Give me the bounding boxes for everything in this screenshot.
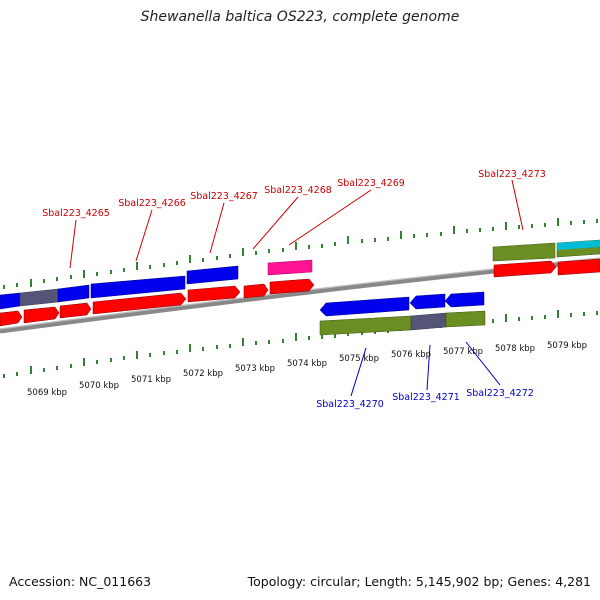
gene-block[interactable] <box>557 240 600 250</box>
cds-arrow[interactable] <box>269 278 315 295</box>
scale-label: 5075 kbp <box>339 354 379 364</box>
top-strand-cds <box>0 258 600 327</box>
gene-label[interactable]: Sbal223_4269 <box>337 178 405 189</box>
gene-block[interactable] <box>19 288 59 307</box>
scale-label: 5069 kbp <box>27 388 67 398</box>
gene-block[interactable] <box>445 310 486 328</box>
cds-arrow[interactable] <box>187 285 241 303</box>
scale-label: 5078 kbp <box>495 344 535 354</box>
gene-block[interactable] <box>90 275 186 299</box>
gene-label[interactable]: Sbal223_4272 <box>466 388 534 399</box>
scale-labels: 5069 kbp 5070 kbp 5071 kbp 5072 kbp 5073… <box>27 341 587 398</box>
gene-label[interactable]: Sbal223_4265 <box>42 208 110 219</box>
gene-block[interactable] <box>492 242 556 262</box>
gene-arrow-reverse[interactable] <box>409 293 446 310</box>
scale-label: 5074 kbp <box>287 359 327 369</box>
gene-arrow-reverse[interactable] <box>319 296 410 317</box>
scale-label: 5071 kbp <box>131 375 171 385</box>
scale-label: 5073 kbp <box>235 364 275 374</box>
upper-tick-ring <box>3 218 598 289</box>
gene-label[interactable]: Sbal223_4266 <box>118 198 186 209</box>
gene-block[interactable] <box>186 265 239 285</box>
gene-arrow-reverse[interactable] <box>444 291 485 308</box>
gene-label[interactable]: Sbal223_4268 <box>264 185 332 196</box>
bottom-strand-genes <box>319 291 486 336</box>
cds-arrow[interactable] <box>92 292 187 315</box>
bottom-label-leaders <box>350 341 501 397</box>
scale-label: 5077 kbp <box>443 347 483 357</box>
cds-arrow[interactable] <box>557 258 600 276</box>
cds-arrow[interactable] <box>23 306 60 324</box>
gene-block[interactable] <box>0 292 21 310</box>
gene-label[interactable]: Sbal223_4267 <box>190 191 258 202</box>
gene-block[interactable] <box>319 315 412 336</box>
gene-block[interactable] <box>57 284 90 303</box>
gene-block[interactable] <box>267 259 313 276</box>
map-title: Shewanella baltica OS223, complete genom… <box>140 9 460 25</box>
cds-arrow[interactable] <box>0 310 23 327</box>
cds-arrow[interactable] <box>243 283 269 299</box>
scale-label: 5070 kbp <box>79 381 119 391</box>
cds-arrow[interactable] <box>493 260 557 278</box>
scale-label: 5072 kbp <box>183 369 223 379</box>
genome-summary: Topology: circular; Length: 5,145,902 bp… <box>247 574 591 589</box>
gene-block[interactable] <box>410 312 447 331</box>
scale-label: 5079 kbp <box>547 341 587 351</box>
accession-label: Accession: NC_011663 <box>9 574 152 589</box>
top-label-leaders <box>69 179 524 269</box>
gene-label[interactable]: Sbal223_4271 <box>392 392 460 403</box>
top-labels: Sbal223_4265 Sbal223_4266 Sbal223_4267 S… <box>42 169 546 219</box>
gene-label[interactable]: Sbal223_4270 <box>316 399 384 410</box>
scale-label: 5076 kbp <box>391 350 431 360</box>
top-strand-genes <box>0 239 600 310</box>
gene-label[interactable]: Sbal223_4273 <box>478 169 546 180</box>
bottom-labels: Sbal223_4270 Sbal223_4271 Sbal223_4272 <box>316 388 534 410</box>
cds-arrow[interactable] <box>59 302 92 319</box>
